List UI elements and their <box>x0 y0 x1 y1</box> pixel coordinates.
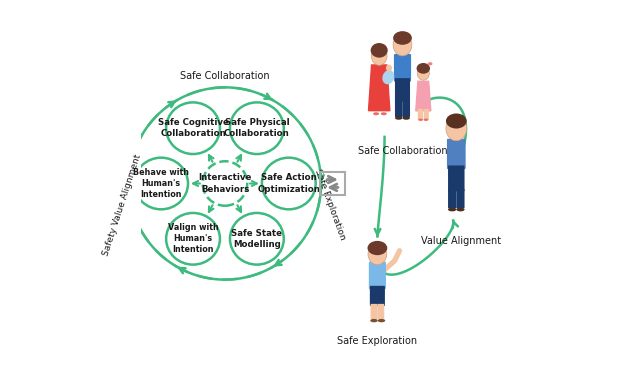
Ellipse shape <box>393 34 412 56</box>
FancyBboxPatch shape <box>369 262 386 289</box>
Text: Valign with
Human's
Intention: Valign with Human's Intention <box>168 223 218 254</box>
FancyBboxPatch shape <box>378 304 384 320</box>
FancyBboxPatch shape <box>395 99 403 117</box>
Ellipse shape <box>448 208 456 211</box>
Polygon shape <box>416 81 431 111</box>
FancyBboxPatch shape <box>370 286 385 306</box>
Polygon shape <box>369 65 390 111</box>
Ellipse shape <box>230 102 284 154</box>
Ellipse shape <box>382 70 394 84</box>
Text: Safety Value Alignment: Safety Value Alignment <box>102 153 143 257</box>
FancyBboxPatch shape <box>447 139 466 169</box>
Text: Safe Cognitive
Collaboration: Safe Cognitive Collaboration <box>157 118 228 138</box>
Ellipse shape <box>370 319 378 322</box>
Text: Safe Exploration: Safe Exploration <box>313 168 347 241</box>
Ellipse shape <box>446 113 467 128</box>
Ellipse shape <box>262 158 316 209</box>
Ellipse shape <box>381 112 387 115</box>
Ellipse shape <box>203 161 247 206</box>
FancyBboxPatch shape <box>456 189 465 208</box>
FancyBboxPatch shape <box>424 109 429 120</box>
Ellipse shape <box>371 46 387 65</box>
FancyBboxPatch shape <box>371 304 378 320</box>
Ellipse shape <box>166 213 220 265</box>
Ellipse shape <box>446 116 467 141</box>
Text: Safe Collaboration: Safe Collaboration <box>180 71 270 81</box>
Text: Safe Exploration: Safe Exploration <box>337 336 417 346</box>
Ellipse shape <box>378 319 385 322</box>
FancyBboxPatch shape <box>394 54 411 81</box>
Ellipse shape <box>424 119 428 121</box>
Ellipse shape <box>428 62 433 65</box>
FancyBboxPatch shape <box>448 166 465 192</box>
FancyBboxPatch shape <box>448 189 456 208</box>
Text: Interactive
Behaviors: Interactive Behaviors <box>198 174 252 193</box>
Ellipse shape <box>393 31 412 45</box>
Ellipse shape <box>403 116 410 120</box>
Ellipse shape <box>368 244 387 265</box>
Ellipse shape <box>367 241 387 255</box>
Ellipse shape <box>418 119 423 121</box>
Text: Value Alignment: Value Alignment <box>420 236 500 246</box>
Ellipse shape <box>456 208 465 211</box>
Ellipse shape <box>417 63 430 74</box>
Ellipse shape <box>386 65 392 71</box>
Ellipse shape <box>371 43 388 58</box>
Text: Safe Physical
Collaboration: Safe Physical Collaboration <box>224 118 290 138</box>
Text: Safe State
Modelling: Safe State Modelling <box>232 229 282 249</box>
Text: Behave with
Human's
Intention: Behave with Human's Intention <box>133 168 189 199</box>
FancyBboxPatch shape <box>403 99 410 117</box>
Ellipse shape <box>134 158 188 209</box>
Text: Safe Action
Optimization: Safe Action Optimization <box>257 174 320 193</box>
FancyBboxPatch shape <box>395 78 410 102</box>
Ellipse shape <box>166 102 220 154</box>
Ellipse shape <box>373 112 379 115</box>
Text: Safe Collaboration: Safe Collaboration <box>358 146 447 156</box>
Ellipse shape <box>395 116 403 120</box>
Ellipse shape <box>230 213 284 265</box>
Ellipse shape <box>417 66 429 80</box>
FancyBboxPatch shape <box>418 109 423 120</box>
